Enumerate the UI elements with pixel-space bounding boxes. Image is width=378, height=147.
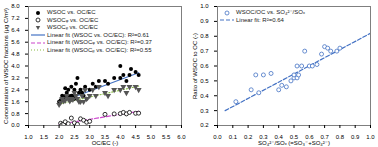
svg-text:0.4: 0.4 xyxy=(274,133,283,140)
svg-text:1.0: 1.0 xyxy=(200,3,209,9)
svg-text:0.8: 0.8 xyxy=(200,33,209,39)
svg-text:8.0: 8.0 xyxy=(11,3,20,9)
svg-text:0.7: 0.7 xyxy=(200,48,209,54)
svg-text:0.8: 0.8 xyxy=(11,111,20,117)
html-text:WSOC/OC vs. SO₄²⁻/SOₓ: WSOC/OC vs. SO₄²⁻/SOₓ xyxy=(236,9,305,15)
svg-text:1.0: 1.0 xyxy=(24,134,33,140)
svg-text:3.2: 3.2 xyxy=(11,75,20,81)
svg-text:5.0: 5.0 xyxy=(147,134,156,140)
svg-text:4.5: 4.5 xyxy=(131,134,140,140)
svg-text:1.6: 1.6 xyxy=(11,99,20,105)
svg-text:4.8: 4.8 xyxy=(11,51,20,57)
svg-text:0.5: 0.5 xyxy=(289,133,299,140)
svg-text:0.1: 0.1 xyxy=(229,134,238,140)
svg-text:0.3: 0.3 xyxy=(200,108,209,114)
svg-text:Ratio of WSOC to OC (-): Ratio of WSOC to OC (-) xyxy=(192,33,198,99)
html-text:Linear fit (WSOCᵨ vs. OC/EC):: Linear fit (WSOCᵨ vs. OC/EC): R²=0.55 xyxy=(47,46,152,53)
html-text:WSOC vs. OC/EC: WSOC vs. OC/EC xyxy=(47,9,96,15)
svg-text:0.7: 0.7 xyxy=(320,133,329,140)
svg-text:6.4: 6.4 xyxy=(11,27,20,33)
svg-text:2.4: 2.4 xyxy=(11,87,20,93)
svg-text:3.5: 3.5 xyxy=(100,133,110,140)
html-text:Linear fit (WSOCᵩ vs. OC/EC):: Linear fit (WSOCᵩ vs. OC/EC): R²=0.37 xyxy=(47,39,152,45)
svg-text:3.0: 3.0 xyxy=(85,133,94,140)
svg-text:2.0: 2.0 xyxy=(55,134,64,140)
svg-text:0.9: 0.9 xyxy=(351,134,360,140)
svg-text:0.6: 0.6 xyxy=(305,133,314,140)
html-text:WSOCᵨ vs. OC/EC: WSOCᵨ vs. OC/EC xyxy=(47,24,98,30)
svg-text:4.0: 4.0 xyxy=(116,133,125,140)
svg-text:5.6: 5.6 xyxy=(11,39,20,45)
svg-text:0.6: 0.6 xyxy=(200,63,209,69)
svg-text:Concentration of WSOC fraction: Concentration of WSOC fractions (μg C/m³… xyxy=(3,8,9,124)
svg-text:SO₄²⁻/SOₓ (=SO₃⁻+SO₄²⁻): SO₄²⁻/SOₓ (=SO₃⁻+SO₄²⁻) xyxy=(258,140,330,146)
svg-text:OC/EC (-): OC/EC (-) xyxy=(92,140,119,146)
svg-text:0.3: 0.3 xyxy=(259,133,268,140)
svg-text:0.2: 0.2 xyxy=(244,134,253,140)
svg-text:7.2: 7.2 xyxy=(11,15,20,21)
svg-text:0.0: 0.0 xyxy=(11,122,20,128)
svg-text:0.0: 0.0 xyxy=(213,134,222,140)
svg-text:1.5: 1.5 xyxy=(40,134,49,140)
svg-text:0.8: 0.8 xyxy=(336,134,345,140)
html-text:Linear fit: R²=0.64: Linear fit: R²=0.64 xyxy=(236,16,284,23)
svg-text:5.5: 5.5 xyxy=(162,134,171,140)
svg-text:6.0: 6.0 xyxy=(177,134,186,140)
html-text:Linear fit (WSOC vs. OC/EC): R: Linear fit (WSOC vs. OC/EC): R²=0.61 xyxy=(47,31,150,38)
svg-text:4.0: 4.0 xyxy=(11,63,20,69)
html-text:WSOCᵩ vs. OC/EC: WSOCᵩ vs. OC/EC xyxy=(47,16,99,23)
svg-text:0.9: 0.9 xyxy=(200,18,209,24)
svg-text:0.2: 0.2 xyxy=(200,122,209,128)
svg-text:0.5: 0.5 xyxy=(200,78,209,84)
svg-text:2.5: 2.5 xyxy=(70,134,79,140)
svg-text:1.0: 1.0 xyxy=(366,134,375,140)
svg-text:0.4: 0.4 xyxy=(200,93,209,99)
